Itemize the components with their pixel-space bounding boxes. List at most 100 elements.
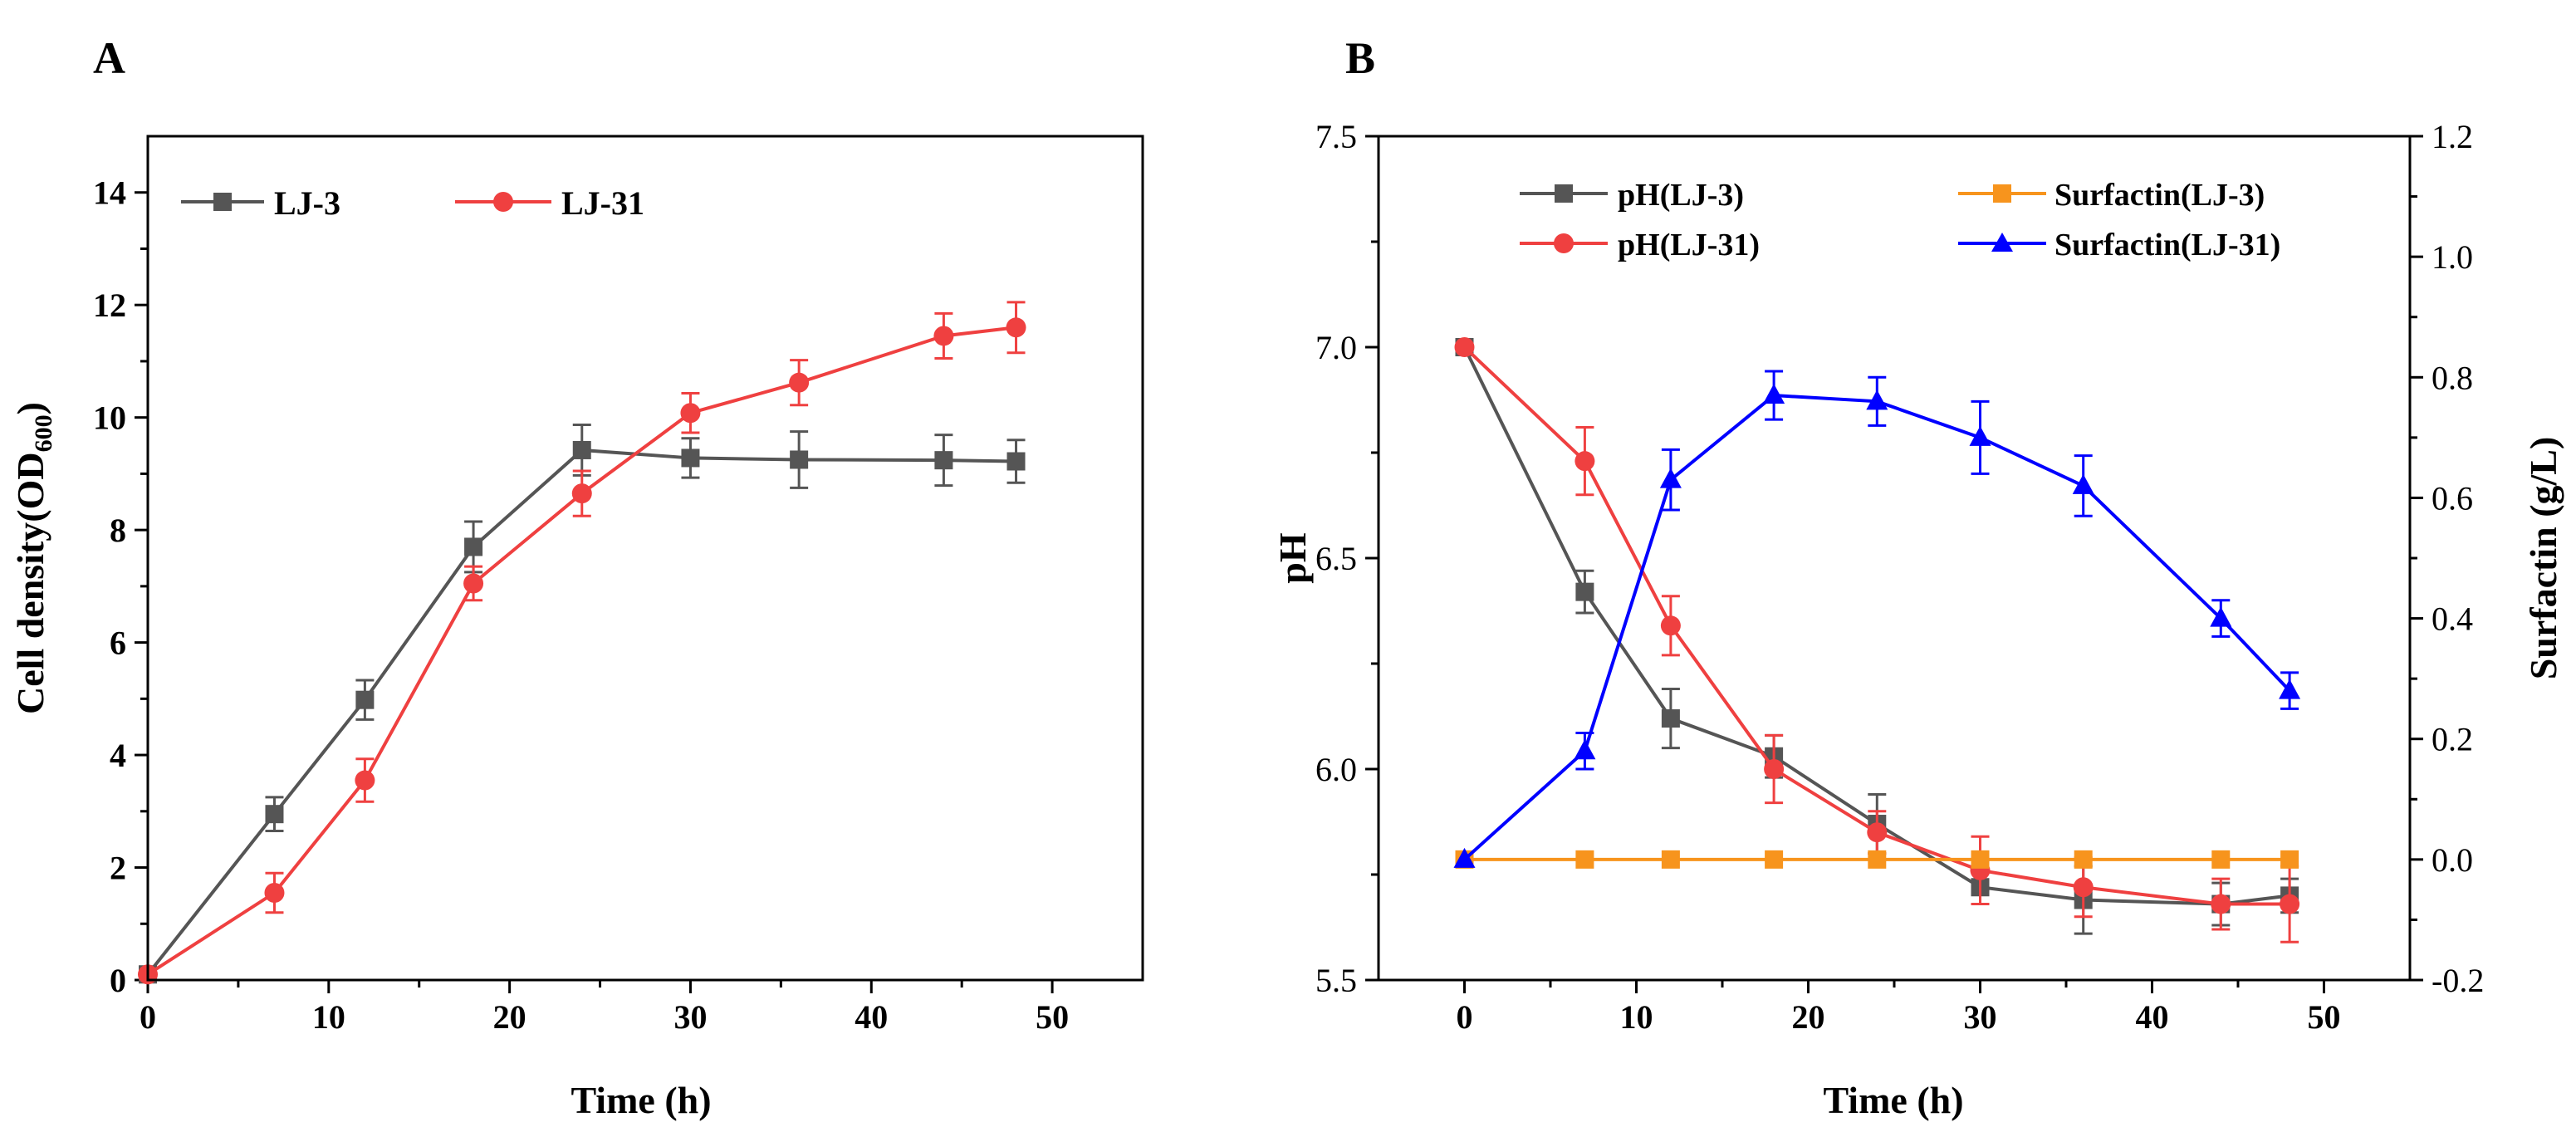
legend-label-ph-lj3: pH(LJ-3) bbox=[1618, 178, 1744, 213]
legend-label-ph-lj31: pH(LJ-31) bbox=[1618, 228, 1760, 262]
data-point-lj-31 bbox=[463, 573, 484, 594]
legend-marker-ph-lj3 bbox=[1555, 184, 1573, 203]
x-tick-label: 50 bbox=[2308, 998, 2341, 1036]
data-point-surfactin-lj-31 bbox=[2210, 606, 2232, 627]
data-point-ph-lj-3 bbox=[1661, 709, 1680, 728]
data-point-surfactin-lj-3 bbox=[1575, 850, 1594, 869]
data-point-lj-3 bbox=[572, 440, 591, 459]
data-point-surfactin-lj-31 bbox=[1659, 468, 1682, 488]
panel-a-label: A bbox=[93, 33, 125, 83]
x-tick-label: 10 bbox=[312, 998, 345, 1036]
y-tick-label: 14 bbox=[93, 174, 126, 212]
panel-b-label: B bbox=[1345, 33, 1375, 83]
x-tick-label: 20 bbox=[493, 998, 526, 1036]
data-point-surfactin-lj-31 bbox=[2279, 679, 2301, 699]
series-ph-lj-31 bbox=[1454, 337, 2300, 943]
y-tick-label: 0 bbox=[110, 962, 126, 999]
data-point-lj-31 bbox=[933, 326, 954, 346]
data-point-lj-3 bbox=[464, 537, 483, 556]
panel-a-frame bbox=[146, 135, 1144, 982]
data-point-surfactin-lj-31 bbox=[1574, 739, 1596, 760]
data-point-ph-lj-31 bbox=[1660, 615, 1681, 636]
panel-a-axes: 0 10 20 30 40 50 0 2 4 6 8 10 12 14 bbox=[93, 174, 1069, 1036]
x-tick-label: 0 bbox=[1457, 998, 1473, 1036]
data-point-lj-3 bbox=[355, 690, 375, 709]
panel-b-frame bbox=[1377, 135, 2412, 982]
y-left-tick-label: 6.0 bbox=[1315, 751, 1357, 788]
panel-a-y-axis-label: Cell density(OD600) bbox=[9, 402, 57, 714]
y-right-tick-label: 1.2 bbox=[2432, 118, 2473, 155]
panel-a-series bbox=[138, 301, 1026, 985]
legend-label-lj3: LJ-3 bbox=[274, 184, 340, 222]
legend-label-surf-lj31: Surfactin(LJ-31) bbox=[2054, 228, 2280, 262]
x-tick-label: 40 bbox=[855, 998, 888, 1036]
data-point-ph-lj-31 bbox=[1574, 451, 1595, 472]
panel-a-x-axis-label: Time (h) bbox=[571, 1079, 711, 1121]
data-point-surfactin-lj-3 bbox=[2074, 850, 2093, 869]
legend-marker-lj31 bbox=[493, 192, 513, 212]
data-point-lj-31 bbox=[355, 770, 375, 791]
data-point-surfactin-lj-31 bbox=[2072, 473, 2094, 494]
data-point-lj-3 bbox=[934, 451, 953, 470]
data-point-surfactin-lj-3 bbox=[1971, 850, 1990, 869]
data-point-surfactin-lj-3 bbox=[1765, 850, 1784, 869]
legend-marker-lj3 bbox=[213, 193, 232, 211]
series-lj-31 bbox=[138, 301, 1026, 985]
legend-marker-ph-lj31 bbox=[1554, 233, 1574, 253]
data-point-ph-lj-31 bbox=[1764, 759, 1785, 779]
data-point-lj-31 bbox=[264, 883, 285, 904]
y-tick-label: 12 bbox=[93, 287, 126, 324]
y-right-tick-label: 0.4 bbox=[2432, 600, 2473, 638]
y-tick-label: 10 bbox=[93, 399, 126, 437]
panel-b-left-axis-label: pH bbox=[1271, 532, 1314, 584]
y-tick-label: 2 bbox=[110, 850, 126, 887]
data-point-ph-lj-31 bbox=[2211, 894, 2231, 914]
panel-a-legend: LJ-3 LJ-31 bbox=[181, 184, 644, 222]
x-tick-label: 20 bbox=[1792, 998, 1825, 1036]
y-left-tick-label: 7.5 bbox=[1315, 118, 1357, 155]
y-tick-label: 4 bbox=[110, 737, 126, 774]
y-left-tick-label: 7.0 bbox=[1315, 329, 1357, 366]
data-point-lj-3 bbox=[681, 448, 700, 468]
y-right-tick-label: 0.0 bbox=[2432, 841, 2473, 879]
panel-b-axes: 0 10 20 30 40 50 5.5 6.0 6.5 7.0 7.5 -0.2 0.0 0.2 0.4 0… bbox=[1315, 118, 2484, 1036]
y-right-tick-label: 0.8 bbox=[2432, 359, 2473, 396]
panel-b-series bbox=[1453, 337, 2301, 943]
data-point-surfactin-lj-3 bbox=[1868, 850, 1887, 869]
y-left-tick-label: 5.5 bbox=[1315, 962, 1357, 999]
legend-label-surf-lj3: Surfactin(LJ-3) bbox=[2054, 178, 2265, 213]
data-point-surfactin-lj-3 bbox=[2211, 850, 2231, 869]
data-point-lj-31 bbox=[1006, 317, 1026, 338]
data-point-surfactin-lj-3 bbox=[1661, 850, 1680, 869]
series-surfactin-lj-3 bbox=[1455, 850, 2299, 869]
panel-b: B 0 10 20 30 40 50 5.5 6.0 6.5 7.0 7.5 -0.2 0.0 0.2 0.… bbox=[1271, 33, 2564, 1121]
data-point-lj-3 bbox=[265, 805, 284, 824]
y-right-tick-label: 0.2 bbox=[2432, 721, 2473, 758]
data-point-surfactin-lj-31 bbox=[1969, 425, 1991, 446]
data-point-lj-3 bbox=[790, 450, 809, 469]
legend-marker-surf-lj31 bbox=[1991, 233, 2013, 252]
panel-b-right-axis-label: Surfactin (g/L) bbox=[2522, 437, 2564, 680]
legend-marker-surf-lj3 bbox=[1993, 184, 2011, 203]
data-point-lj-3 bbox=[1006, 452, 1026, 471]
y-right-tick-label: 0.6 bbox=[2432, 479, 2473, 517]
y-right-tick-label: 1.0 bbox=[2432, 238, 2473, 276]
x-tick-label: 30 bbox=[673, 998, 707, 1036]
x-tick-label: 10 bbox=[1620, 998, 1653, 1036]
data-point-surfactin-lj-3 bbox=[2280, 850, 2299, 869]
x-tick-label: 40 bbox=[2136, 998, 2169, 1036]
y-left-tick-label: 6.5 bbox=[1315, 540, 1357, 577]
data-point-lj-31 bbox=[789, 372, 810, 393]
data-point-lj-31 bbox=[680, 403, 701, 424]
data-point-ph-lj-31 bbox=[1454, 337, 1475, 357]
data-point-ph-lj-31 bbox=[1867, 822, 1888, 843]
legend-label-lj31: LJ-31 bbox=[561, 184, 644, 222]
x-tick-label: 30 bbox=[1964, 998, 1997, 1036]
y-right-tick-label: -0.2 bbox=[2432, 962, 2484, 999]
x-tick-label: 0 bbox=[140, 998, 156, 1036]
data-point-ph-lj-31 bbox=[2073, 877, 2094, 898]
panel-a: A 0 10 20 30 40 50 0 2 4 6 8 10 12 14 LJ-3 LJ-31 Time… bbox=[9, 33, 1144, 1121]
series-surfactin-lj-31 bbox=[1453, 370, 2301, 868]
data-point-ph-lj-31 bbox=[2280, 894, 2300, 914]
